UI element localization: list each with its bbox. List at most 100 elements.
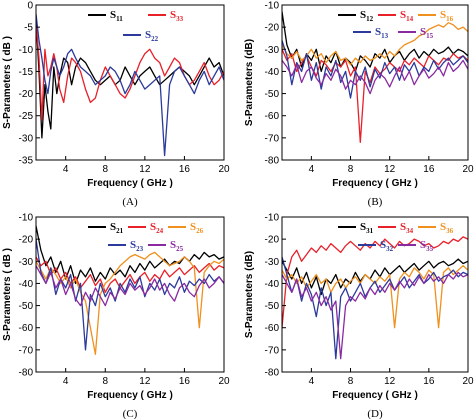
x-tick-label: 8	[102, 164, 108, 175]
series-line-S12	[282, 11, 468, 73]
x-tick-label: 4	[63, 376, 69, 387]
y-tick-label: -70	[19, 345, 34, 356]
panel-label: (A)	[122, 196, 138, 208]
x-tick-label: 20	[462, 376, 474, 387]
legend-label: S35	[420, 239, 434, 253]
y-tick-label: -30	[265, 257, 280, 268]
series-line-S16	[282, 22, 468, 66]
legend-label: S34	[400, 221, 414, 235]
x-tick-label: 8	[348, 164, 354, 175]
chart-panel-2: 4 8 12 16 20 -10 -20 -30 -40 -50 -60 -70 -80 Frequenc…	[2, 213, 230, 419]
x-tick-label: 12	[139, 164, 151, 175]
y-tick-label: -40	[265, 279, 280, 290]
x-tick-label: 20	[218, 376, 230, 387]
legend-label: S26	[190, 221, 204, 235]
y-tick-label: -25	[19, 111, 34, 122]
x-tick-label: 4	[309, 164, 315, 175]
legend-label: S24	[150, 221, 164, 235]
panel-label: (D)	[367, 408, 383, 419]
y-axis-label: S-Parameters ( dB )	[2, 36, 13, 129]
y-tick-label: -70	[265, 133, 280, 144]
y-tick-label: -35	[19, 156, 34, 167]
x-tick-label: 16	[179, 376, 191, 387]
y-tick-label: -20	[265, 235, 280, 246]
legend-label: S13	[375, 26, 389, 40]
x-tick-label: 12	[384, 164, 396, 175]
y-tick-label: -60	[19, 323, 34, 334]
legend-label: S14	[400, 9, 414, 23]
series-line-S22	[36, 13, 224, 157]
chart-panel-0: 4 8 12 16 20 0 -5 -10 -15 -20 -25 -30 -35 Frequency (…	[2, 1, 230, 209]
plot-frame	[281, 216, 469, 373]
y-tick-label: -20	[19, 89, 34, 100]
y-tick-label: -50	[19, 301, 34, 312]
y-tick-label: -40	[19, 279, 34, 290]
y-tick-label: -60	[265, 111, 280, 122]
y-axis-label: S-Parameters (dB)	[244, 251, 255, 338]
panel-label: (C)	[123, 408, 138, 419]
y-tick-label: -20	[19, 235, 34, 246]
legend-label: S36	[440, 221, 454, 235]
y-tick-label: -60	[265, 323, 280, 334]
x-axis-label: Frequency ( GHz )	[87, 178, 173, 189]
plot-frame	[35, 216, 225, 373]
x-axis-label: Frequency ( GHz )	[87, 390, 173, 401]
legend-label: S21	[110, 221, 124, 235]
legend-label: S33	[170, 9, 184, 23]
plot-frame	[281, 4, 469, 161]
x-axis-label: Frequency ( GHz )	[332, 390, 418, 401]
series-group	[282, 236, 468, 360]
x-axis-label: Frequency ( GHz )	[332, 178, 418, 189]
series-line-S25	[36, 265, 224, 307]
series-line-S23	[36, 239, 224, 351]
y-tick-label: -40	[265, 67, 280, 78]
series-line-S15	[282, 59, 468, 95]
series-line-S26	[36, 251, 224, 355]
legend-label: S22	[145, 29, 159, 43]
panel-label: (B)	[368, 196, 383, 208]
series-line-S14	[282, 49, 468, 143]
y-tick-label: -15	[19, 67, 34, 78]
series-line-S36	[282, 265, 468, 329]
y-tick-label: -80	[265, 368, 280, 379]
series-line-S13	[282, 40, 468, 99]
series-line-S24	[36, 256, 224, 293]
series-line-S34	[282, 236, 468, 328]
y-tick-label: -20	[265, 23, 280, 34]
y-tick-label: -30	[19, 133, 34, 144]
x-tick-label: 20	[462, 164, 474, 175]
x-tick-label: 16	[423, 164, 435, 175]
y-tick-label: -5	[24, 23, 33, 34]
legend-label: S32	[380, 239, 394, 253]
x-tick-label: 8	[102, 376, 108, 387]
y-tick-label: -10	[19, 213, 34, 224]
legend-label: S12	[360, 9, 374, 23]
y-tick-label: -30	[265, 45, 280, 56]
y-tick-label: -50	[265, 89, 280, 100]
y-tick-label: -10	[265, 213, 280, 224]
x-tick-label: 16	[179, 164, 191, 175]
chart-panel-1: 4 8 12 16 20 -10 -20 -30 -40 -50 -60 -70 -80 Frequenc…	[244, 1, 474, 209]
y-tick-label: 0	[27, 1, 33, 12]
x-tick-label: 12	[139, 376, 151, 387]
series-line-S35	[282, 271, 468, 360]
legend-label: S23	[130, 239, 144, 253]
y-axis-label: S-Parameters ( dB )	[2, 248, 13, 341]
y-tick-label: -80	[265, 156, 280, 167]
x-tick-label: 4	[309, 376, 315, 387]
x-tick-label: 12	[384, 376, 396, 387]
y-tick-label: -10	[19, 45, 34, 56]
series-group	[36, 13, 224, 157]
y-tick-label: -30	[19, 257, 34, 268]
chart-panel-3: 4 8 12 16 20 -10 -20 -30 -40 -50 -60 -70 -80 Frequenc…	[244, 213, 474, 419]
y-tick-label: -70	[265, 345, 280, 356]
x-tick-label: 20	[218, 164, 230, 175]
y-axis-label: S-Parameters (dB)	[244, 39, 255, 126]
y-tick-label: -80	[19, 368, 34, 379]
x-tick-label: 4	[63, 164, 69, 175]
series-line-S33	[36, 22, 224, 121]
legend-label: S15	[420, 26, 434, 40]
series-group	[282, 11, 468, 143]
y-tick-label: -10	[265, 1, 280, 12]
